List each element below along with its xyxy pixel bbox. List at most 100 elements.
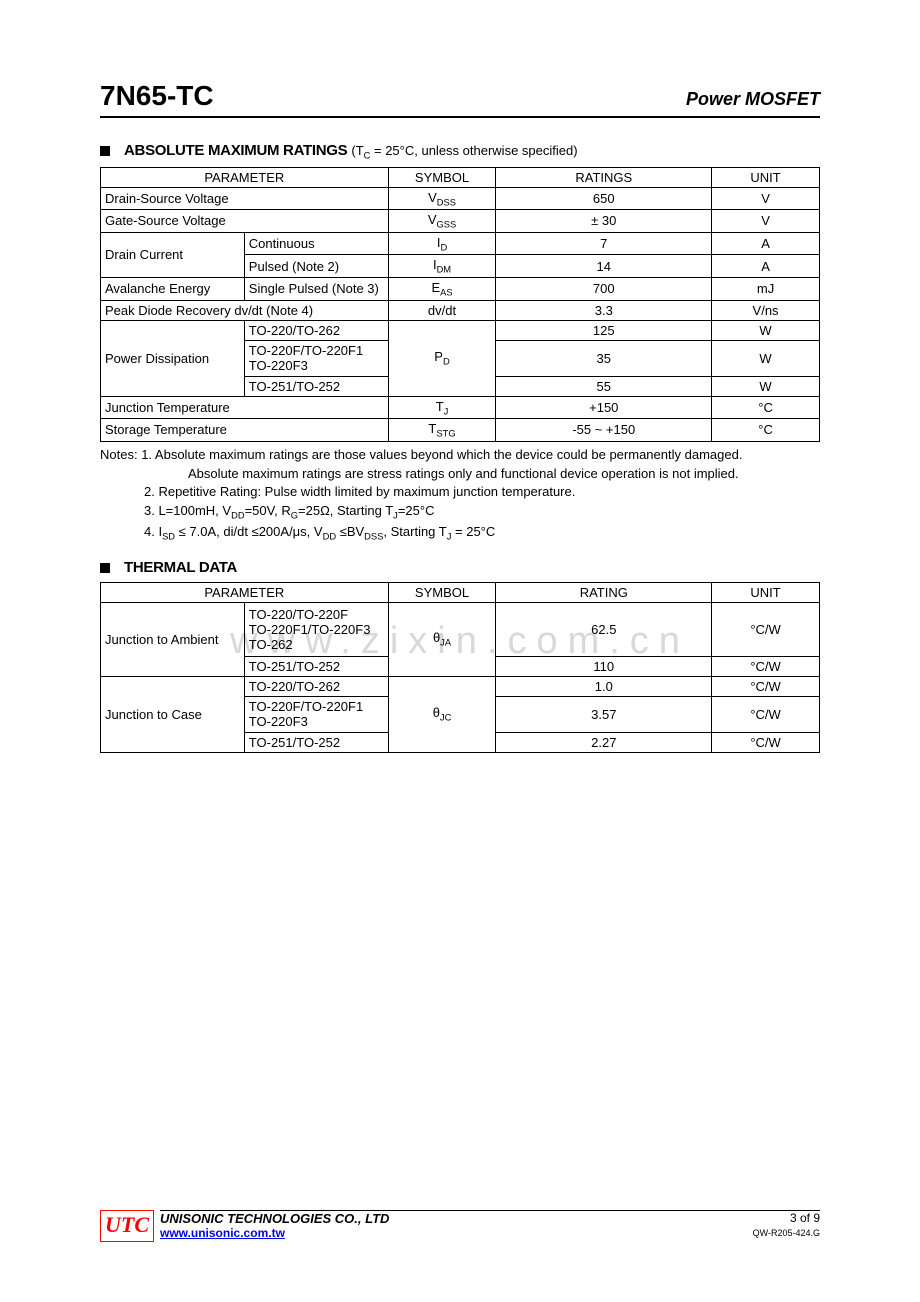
cell-unit: V xyxy=(712,187,820,210)
cell-sub: TO-251/TO-252 xyxy=(244,732,388,752)
col-ratings: RATINGS xyxy=(496,167,712,187)
doc-code: QW-R205-424.G xyxy=(753,1228,820,1238)
cell-rating: ± 30 xyxy=(496,210,712,233)
cell-sub: Continuous xyxy=(244,232,388,255)
cell-param: Avalanche Energy xyxy=(101,277,245,300)
part-number: 7N65-TC xyxy=(100,80,214,112)
section-thermal-header: THERMAL DATA xyxy=(100,559,820,576)
cell-unit: V/ns xyxy=(712,300,820,320)
cell-rating: 700 xyxy=(496,277,712,300)
col-param: PARAMETER xyxy=(101,167,389,187)
cell-unit: W xyxy=(712,320,820,340)
cell-rating: 3.57 xyxy=(496,696,712,732)
cell-param: Junction to Ambient xyxy=(101,602,245,676)
cell-sub: TO-220/TO-262 xyxy=(244,320,388,340)
table-header-row: PARAMETER SYMBOL RATINGS UNIT xyxy=(101,167,820,187)
section-abs-max-header: ABSOLUTE MAXIMUM RATINGS (TC = 25°C, unl… xyxy=(100,142,820,161)
bullet-icon xyxy=(100,146,110,156)
cell-rating: 1.0 xyxy=(496,676,712,696)
cell-param: Junction to Case xyxy=(101,676,245,752)
utc-logo: UTC xyxy=(100,1210,154,1242)
cell-unit: °C/W xyxy=(712,602,820,656)
cell-sym: PD xyxy=(388,320,496,396)
cell-sym: TJ xyxy=(388,396,496,419)
cell-sym: VDSS xyxy=(388,187,496,210)
cell-sym: EAS xyxy=(388,277,496,300)
cell-sub: TO-251/TO-252 xyxy=(244,376,388,396)
cell-unit: W xyxy=(712,340,820,376)
notes-block: Notes: 1. Absolute maximum ratings are t… xyxy=(100,446,820,545)
table-row: Power Dissipation TO-220/TO-262 PD 125 W xyxy=(101,320,820,340)
cell-sym: TSTG xyxy=(388,419,496,442)
note-1b: Absolute maximum ratings are stress rati… xyxy=(100,465,820,484)
page-number: 3 of 9 xyxy=(790,1211,820,1225)
col-unit: UNIT xyxy=(712,167,820,187)
bullet-icon xyxy=(100,563,110,573)
abs-max-table: PARAMETER SYMBOL RATINGS UNIT Drain-Sour… xyxy=(100,167,820,442)
section-title: ABSOLUTE MAXIMUM RATINGS xyxy=(124,142,347,159)
cell-unit: V xyxy=(712,210,820,233)
table-row: Junction Temperature TJ +150 °C xyxy=(101,396,820,419)
cond-text: (T xyxy=(351,143,363,158)
cell-param: Drain Current xyxy=(101,232,245,277)
cell-unit: °C/W xyxy=(712,676,820,696)
cell-sub: Pulsed (Note 2) xyxy=(244,255,388,278)
section-title: THERMAL DATA xyxy=(124,559,237,576)
cell-param: Peak Diode Recovery dv/dt (Note 4) xyxy=(101,300,389,320)
cell-unit: °C/W xyxy=(712,656,820,676)
cell-rating: 110 xyxy=(496,656,712,676)
col-param: PARAMETER xyxy=(101,582,389,602)
cell-sub: TO-220/TO-220FTO-220F1/TO-220F3TO-262 xyxy=(244,602,388,656)
cell-rating: 7 xyxy=(496,232,712,255)
cell-unit: °C xyxy=(712,419,820,442)
company-url[interactable]: www.unisonic.com.tw xyxy=(160,1226,285,1240)
cell-unit: mJ xyxy=(712,277,820,300)
footer: UTC UNISONIC TECHNOLOGIES CO., LTD www.u… xyxy=(100,1210,820,1242)
cell-sym: θJC xyxy=(388,676,496,752)
cell-rating: 62.5 xyxy=(496,602,712,656)
cell-sym: ID xyxy=(388,232,496,255)
cell-sub: TO-251/TO-252 xyxy=(244,656,388,676)
cell-sub: TO-220/TO-262 xyxy=(244,676,388,696)
cell-rating: 35 xyxy=(496,340,712,376)
cell-rating: 14 xyxy=(496,255,712,278)
cell-param: Drain-Source Voltage xyxy=(101,187,389,210)
cell-rating: +150 xyxy=(496,396,712,419)
section-condition: (TC = 25°C, unless otherwise specified) xyxy=(351,143,577,161)
cell-rating: 3.3 xyxy=(496,300,712,320)
cell-param: Gate-Source Voltage xyxy=(101,210,389,233)
cell-sym: IDM xyxy=(388,255,496,278)
table-header-row: PARAMETER SYMBOL RATING UNIT xyxy=(101,582,820,602)
cell-sub: TO-220F/TO-220F1TO-220F3 xyxy=(244,696,388,732)
note-2: 2. Repetitive Rating: Pulse width limite… xyxy=(100,483,820,502)
note-1: Notes: 1. Absolute maximum ratings are t… xyxy=(100,446,820,465)
product-type: Power MOSFET xyxy=(686,89,820,110)
footer-right: 3 of 9 QW-R205-424.G xyxy=(753,1210,820,1239)
cell-unit: °C/W xyxy=(712,696,820,732)
table-row: Junction to Case TO-220/TO-262 θJC 1.0 °… xyxy=(101,676,820,696)
note-4: 4. ISD ≤ 7.0A, di/dt ≤200A/μs, VDD ≤BVDS… xyxy=(100,523,820,544)
note-3: 3. L=100mH, VDD=50V, RG=25Ω, Starting TJ… xyxy=(100,502,820,523)
cell-sub: TO-220F/TO-220F1TO-220F3 xyxy=(244,340,388,376)
cond-suffix: = 25°C, unless otherwise specified) xyxy=(370,143,577,158)
cell-param: Power Dissipation xyxy=(101,320,245,396)
cell-sym: VGSS xyxy=(388,210,496,233)
col-rating: RATING xyxy=(496,582,712,602)
footer-text: UNISONIC TECHNOLOGIES CO., LTD www.uniso… xyxy=(160,1210,753,1240)
cell-rating: 125 xyxy=(496,320,712,340)
table-row: Drain-Source Voltage VDSS 650 V xyxy=(101,187,820,210)
cell-sub: Single Pulsed (Note 3) xyxy=(244,277,388,300)
cell-rating: 2.27 xyxy=(496,732,712,752)
cell-rating: 650 xyxy=(496,187,712,210)
col-unit: UNIT xyxy=(712,582,820,602)
cell-rating: 55 xyxy=(496,376,712,396)
company-name: UNISONIC TECHNOLOGIES CO., LTD xyxy=(160,1211,389,1226)
col-symbol: SYMBOL xyxy=(388,582,496,602)
header: 7N65-TC Power MOSFET xyxy=(100,80,820,118)
table-row: Gate-Source Voltage VGSS ± 30 V xyxy=(101,210,820,233)
cell-unit: W xyxy=(712,376,820,396)
cell-sym: θJA xyxy=(388,602,496,676)
cell-unit: °C/W xyxy=(712,732,820,752)
cell-param: Junction Temperature xyxy=(101,396,389,419)
thermal-table: PARAMETER SYMBOL RATING UNIT Junction to… xyxy=(100,582,820,753)
